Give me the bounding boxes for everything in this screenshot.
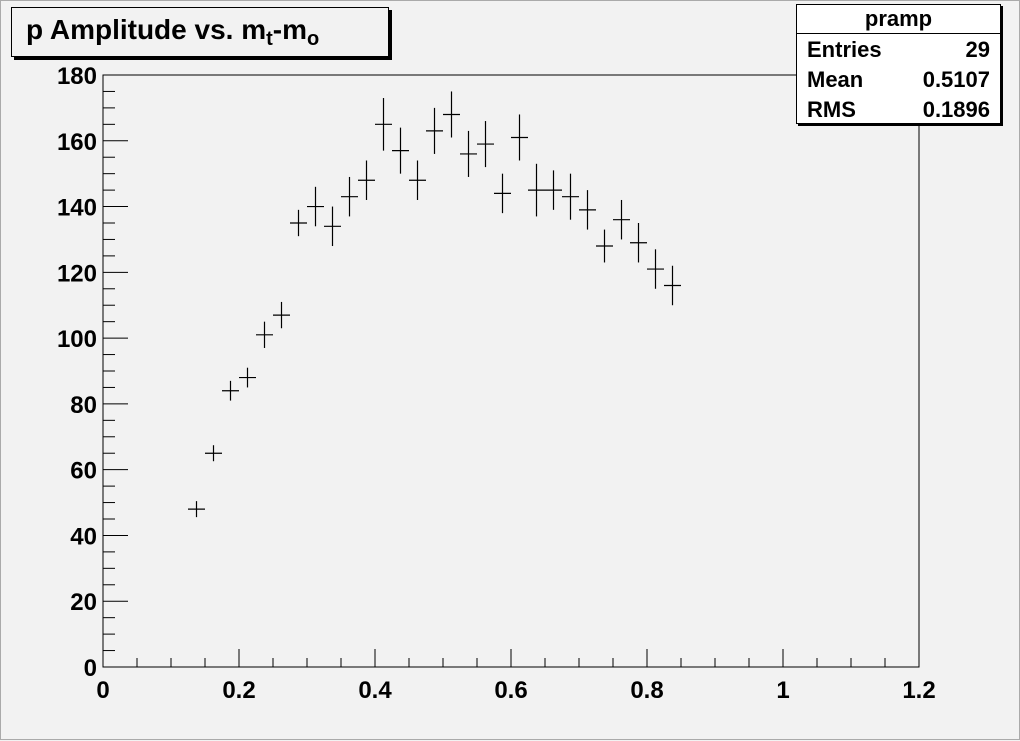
y-tick-label: 60 (70, 458, 97, 485)
x-tick-label: 0.2 (222, 677, 255, 704)
data-point (477, 121, 494, 168)
data-point (341, 176, 358, 217)
data-point (460, 130, 477, 177)
stats-box: pramp Entries 29 Mean 0.5107 RMS 0.1896 (796, 4, 1001, 124)
title-main: p Amplitude vs. m (26, 14, 267, 45)
data-point (273, 301, 290, 329)
data-point (256, 321, 273, 348)
x-tick-label: 0.8 (630, 677, 663, 704)
chart-title-box: p Amplitude vs. mt-mo (11, 7, 389, 57)
stats-row-mean: Mean 0.5107 (797, 65, 1000, 95)
data-point (409, 160, 426, 200)
data-point (579, 190, 596, 230)
data-point (528, 163, 545, 217)
data-point (375, 98, 392, 151)
data-point (358, 160, 375, 200)
chart-title: p Amplitude vs. mt-mo (26, 14, 319, 50)
y-tick-label: 160 (57, 129, 97, 156)
stats-label: Mean (807, 67, 864, 92)
data-point (630, 223, 647, 263)
x-tick-label: 1.2 (902, 677, 935, 704)
stats-label: RMS (807, 97, 856, 122)
data-point (443, 91, 460, 138)
y-tick-label: 100 (57, 326, 97, 353)
data-point (511, 114, 528, 161)
data-point (545, 170, 562, 210)
y-tick-label: 120 (57, 260, 97, 287)
y-tick-label: 20 (70, 589, 97, 616)
data-point (647, 249, 664, 289)
data-point (494, 173, 511, 214)
stats-label: Entries (807, 37, 882, 62)
data-point (613, 199, 630, 240)
x-tick-label: 0.4 (358, 677, 392, 704)
data-point (222, 380, 239, 401)
data-point (290, 209, 307, 237)
y-tick-label: 0 (84, 655, 97, 682)
title-subscript-o: o (307, 28, 320, 50)
stats-value: 0.1896 (922, 97, 990, 122)
data-point (205, 445, 222, 462)
y-tick-label: 40 (70, 523, 97, 550)
data-point (562, 173, 579, 220)
stats-name: pramp (797, 5, 1000, 34)
data-point (324, 206, 341, 247)
x-tick-label: 1 (776, 677, 789, 704)
stats-value: 29 (965, 37, 990, 62)
data-point (392, 127, 409, 174)
data-point (307, 186, 324, 227)
stats-row-entries: Entries 29 (797, 35, 1000, 65)
data-points (188, 91, 681, 518)
data-point (239, 367, 256, 388)
data-point (188, 501, 205, 518)
y-tick-label: 140 (57, 195, 97, 222)
data-point (426, 107, 443, 154)
stats-row-rms: RMS 0.1896 (797, 95, 1000, 125)
axis-ticks: 0 0.2 0.4 0.6 0.8 1 1.2 0 20 40 60 80 100 120 140 160 18… (57, 63, 936, 704)
y-tick-label: 180 (57, 63, 97, 90)
title-subscript-t: t (266, 28, 273, 50)
y-tick-label: 80 (70, 392, 97, 419)
data-point (664, 265, 681, 306)
x-tick-label: 0 (96, 677, 109, 704)
plot-frame (102, 74, 920, 668)
title-dash: -m (272, 14, 308, 45)
stats-value: 0.5107 (922, 67, 990, 92)
data-point (596, 229, 613, 263)
x-tick-label: 0.6 (494, 677, 527, 704)
